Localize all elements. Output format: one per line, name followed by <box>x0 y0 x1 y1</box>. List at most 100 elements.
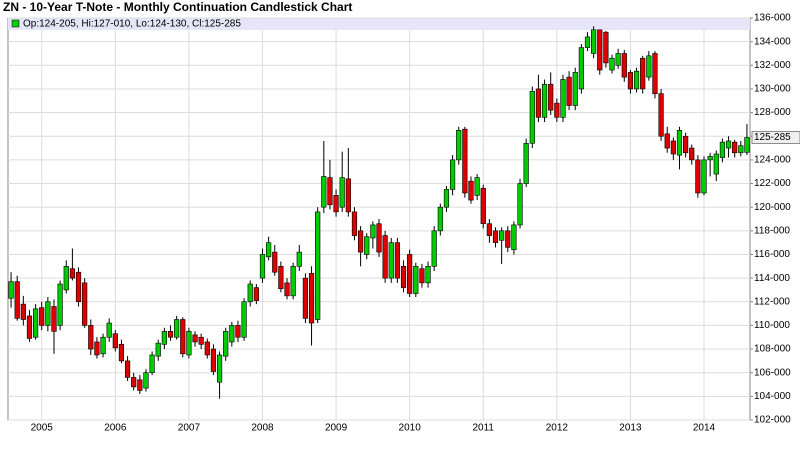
candle-body <box>118 344 125 362</box>
candle-body <box>713 153 719 175</box>
candle-body <box>339 177 345 208</box>
candle-body <box>223 331 229 357</box>
candle-body <box>615 53 621 66</box>
candle-body <box>707 156 713 161</box>
candle-body <box>39 307 45 326</box>
y-tick-label: 102-000 <box>754 415 791 426</box>
candle-body <box>253 287 259 301</box>
candle-body <box>603 31 609 64</box>
candle-body <box>658 93 664 137</box>
candle-body <box>20 303 26 320</box>
candle-body <box>646 55 652 78</box>
candle-body <box>597 29 603 71</box>
candle-body <box>683 135 689 154</box>
candle-body <box>744 137 750 153</box>
y-tick-label: 104-000 <box>754 391 791 402</box>
candle-body <box>210 348 217 372</box>
candle-body <box>278 265 284 290</box>
candle-body <box>131 377 137 388</box>
y-tick-label: 120-000 <box>754 202 791 213</box>
candle-body <box>584 36 591 48</box>
candle-body <box>394 242 400 279</box>
legend-text: Op:124-205, Hi:127-010, Lo:124-130, Cl:1… <box>23 19 241 30</box>
x-tick-label: 2006 <box>104 423 127 434</box>
candle-body <box>296 251 302 267</box>
candle-body <box>216 354 223 383</box>
candle-body <box>364 236 370 255</box>
candle-body <box>69 268 75 279</box>
y-tick-label: 128-000 <box>754 107 791 118</box>
candle-body <box>517 183 523 226</box>
candle-body <box>382 235 388 279</box>
candle-body <box>266 242 272 258</box>
last-price-label: 125-285 <box>754 132 791 143</box>
candle-body <box>449 159 456 190</box>
candle-body <box>259 254 266 279</box>
candle-body <box>235 325 241 338</box>
y-tick-label: 122-000 <box>754 178 791 189</box>
candle-body <box>419 268 425 284</box>
candle-body <box>186 331 192 356</box>
candle-body <box>505 230 511 248</box>
candle-body <box>333 195 339 213</box>
y-tick-label: 124-000 <box>754 155 791 166</box>
candle-body <box>499 230 505 241</box>
candle-body <box>192 334 198 343</box>
candle-body <box>480 187 486 225</box>
candle-body <box>82 282 88 326</box>
legend-swatch <box>11 19 20 28</box>
candle-body <box>161 331 167 345</box>
x-tick-label: 2011 <box>472 423 494 434</box>
candle-body <box>578 47 584 90</box>
candle-body <box>566 76 572 106</box>
candle-body <box>302 277 309 319</box>
candle-body <box>541 83 548 118</box>
candle-body <box>719 141 726 158</box>
candle-body <box>554 102 560 118</box>
candle-body <box>308 273 315 324</box>
candle-body <box>167 331 174 338</box>
candle-body <box>45 301 51 326</box>
candle-body <box>468 180 474 201</box>
y-tick-label: 114-000 <box>754 273 790 284</box>
candle-body <box>633 70 640 90</box>
x-tick-label: 2005 <box>31 423 54 434</box>
x-tick-label: 2014 <box>693 423 716 434</box>
candle-body <box>652 53 658 94</box>
candle-body <box>407 254 413 294</box>
y-tick-label: 116-000 <box>754 249 790 260</box>
y-tick-label: 136-000 <box>754 13 791 24</box>
candle-body <box>63 265 69 291</box>
candle-body <box>437 206 443 232</box>
candle-body <box>137 379 143 391</box>
candle-body <box>112 333 118 349</box>
candle-body <box>725 140 732 149</box>
x-tick-label: 2007 <box>178 423 201 434</box>
candle-body <box>492 230 499 243</box>
y-tick-label: 108-000 <box>754 344 791 355</box>
candle-body <box>100 336 106 355</box>
candle-body <box>431 230 437 267</box>
candle-body <box>640 57 646 90</box>
last-price-box <box>751 131 800 145</box>
candle-body <box>26 315 33 339</box>
candle-body <box>560 79 566 118</box>
candle-body <box>621 53 627 78</box>
candle-body <box>413 265 419 294</box>
candle-body <box>14 281 20 319</box>
candle-body <box>400 265 407 288</box>
candle-body <box>572 72 578 106</box>
x-tick-label: 2013 <box>619 423 642 434</box>
candle-body <box>204 341 210 356</box>
candle-body <box>388 242 394 279</box>
candle-body <box>443 189 450 208</box>
candle-body <box>284 282 290 297</box>
candle-body <box>529 91 535 144</box>
candle-body <box>75 271 82 303</box>
candle-body <box>351 211 358 236</box>
grid <box>8 17 753 421</box>
x-tick-label: 2010 <box>399 423 422 434</box>
candle-body <box>94 341 100 356</box>
